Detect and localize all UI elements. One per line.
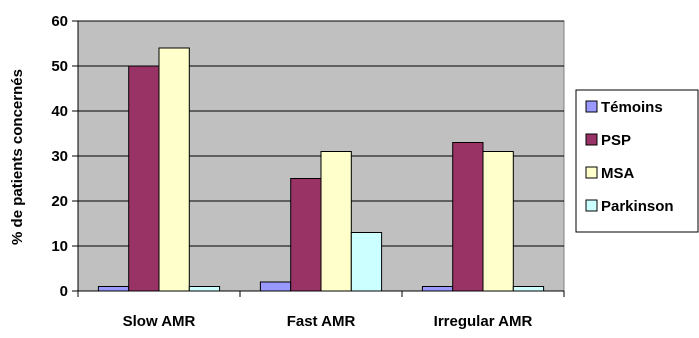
- legend-label: Témoins: [601, 99, 663, 116]
- y-tick-label: 50: [51, 58, 68, 75]
- x-tick-label: Slow AMR: [123, 313, 196, 330]
- bar: [452, 142, 484, 292]
- bar: [188, 286, 221, 292]
- legend-swatch: [585, 133, 598, 146]
- y-tick-label: 10: [51, 238, 68, 255]
- bar: [512, 286, 545, 292]
- y-axis-label: % de patients concernés: [9, 69, 26, 245]
- x-tick-label: Fast AMR: [287, 313, 356, 330]
- bar: [350, 232, 383, 292]
- y-tick-label: 0: [60, 283, 68, 300]
- y-tick-label: 60: [51, 13, 68, 30]
- x-tick-label: Irregular AMR: [434, 313, 533, 330]
- bar: [97, 286, 130, 292]
- legend-label: PSP: [601, 132, 631, 149]
- legend-swatch: [585, 199, 598, 212]
- y-tick-label: 40: [51, 103, 68, 120]
- bar: [128, 65, 160, 292]
- legend-label: MSA: [601, 165, 635, 182]
- legend-label: Parkinson: [601, 198, 674, 215]
- y-tick-label: 30: [51, 148, 68, 165]
- y-axis: 0 10 20 30 40 50 60: [51, 13, 79, 300]
- bar: [421, 286, 454, 292]
- y-tick-label: 20: [51, 193, 68, 210]
- legend-swatch: [585, 166, 598, 179]
- bar: [482, 151, 514, 292]
- bar: [320, 151, 352, 292]
- bars: [97, 47, 545, 292]
- bar: [259, 281, 292, 292]
- x-axis: Slow AMR Fast AMR Irregular AMR: [77, 290, 565, 330]
- legend-swatch: [585, 100, 598, 113]
- legend: Témoins PSP MSA Parkinson: [575, 89, 699, 233]
- bar: [158, 47, 190, 292]
- bar: [290, 178, 322, 292]
